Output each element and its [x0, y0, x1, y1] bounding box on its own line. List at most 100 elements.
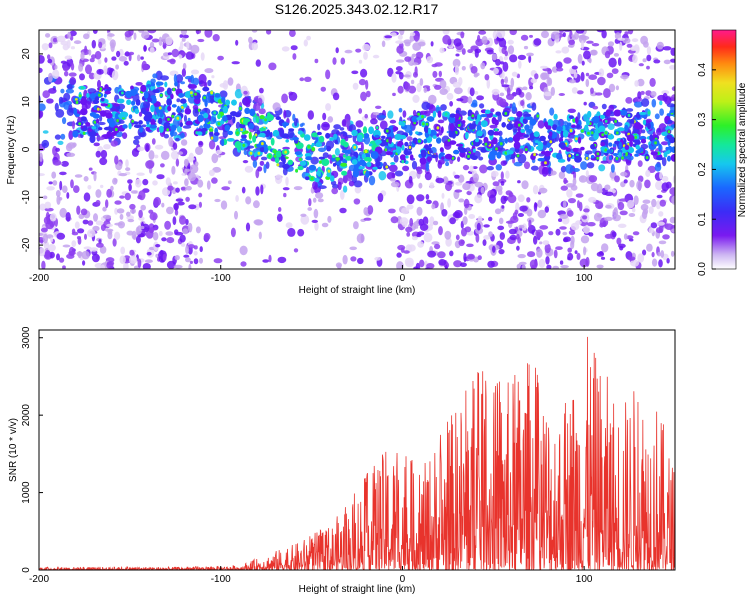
spectral-cell [470, 66, 478, 74]
spectral-cell [300, 213, 307, 217]
spectral-cell [109, 39, 116, 49]
spectral-cell [499, 92, 505, 97]
spectral-cell [278, 207, 282, 212]
spectral-cell-ridge [428, 150, 433, 154]
spectral-cell [577, 53, 583, 64]
spectral-cell [144, 259, 153, 264]
spectral-cell-ridge [103, 93, 107, 98]
spectral-cell [550, 86, 555, 96]
spectral-cell-ridge [455, 109, 460, 114]
spectral-cell [576, 252, 581, 260]
spectral-cell-ridge [274, 157, 280, 164]
spectral-cell [282, 187, 290, 191]
spectral-cell [62, 244, 71, 248]
spectral-cell [659, 108, 664, 116]
spectral-cell-ridge [308, 164, 317, 171]
spectral-cell [494, 208, 502, 215]
spectral-cell [575, 193, 584, 198]
spectral-cell-ridge [311, 142, 315, 147]
spectral-cell-ridge [80, 116, 87, 122]
spectral-cell [333, 124, 341, 130]
spectral-cell [479, 164, 488, 174]
spectral-cell [281, 93, 288, 104]
spectral-cell [505, 170, 510, 179]
spectral-cell-peak [385, 165, 389, 169]
spectral-cell [493, 67, 499, 75]
spectral-cell-peak [353, 145, 357, 149]
spectral-cell [342, 133, 346, 137]
spectral-cell [661, 182, 670, 192]
spectral-cell [320, 86, 326, 92]
spectral-cell-ridge [158, 117, 163, 125]
spectral-cell [306, 35, 311, 41]
spectral-cell [555, 50, 562, 54]
spectral-cell [506, 93, 515, 101]
spectral-cell [48, 72, 53, 83]
spectral-cell-ridge [281, 122, 290, 126]
spectral-cell [39, 67, 43, 73]
spectral-cell [129, 203, 136, 210]
spectral-cell-ridge [394, 133, 402, 141]
spectral-cell [166, 237, 175, 244]
spectral-cell [452, 171, 456, 177]
spectral-cell [257, 166, 263, 172]
spectral-cell [66, 152, 76, 157]
spectral-cell-ridge [171, 104, 177, 108]
spectral-cell [442, 34, 451, 45]
spectral-cell-ridge [535, 145, 544, 151]
spectral-cell-ridge [359, 159, 366, 166]
spectral-cell [464, 226, 472, 233]
spectral-cell-ridge [453, 149, 460, 155]
spectral-cell-ridge [146, 84, 152, 88]
spectral-cell [404, 257, 414, 266]
spectral-cell [123, 60, 129, 66]
spectral-cell [651, 258, 658, 267]
spectral-cell [133, 32, 137, 40]
spectral-cell [39, 152, 43, 162]
spectral-cell-ridge [464, 131, 469, 140]
spectral-cell [146, 251, 152, 256]
spectral-cell [60, 133, 66, 140]
spectral-cell-ridge [85, 122, 91, 127]
spectral-cell [92, 30, 98, 34]
spectral-cell-ridge [329, 175, 335, 182]
spectral-cell-ridge [259, 132, 266, 138]
spectral-cell [287, 129, 295, 139]
spectral-cell [395, 40, 404, 44]
spectral-cell [118, 56, 128, 62]
spectral-cell [240, 134, 247, 139]
spectral-cell [459, 95, 469, 104]
spectral-cell [124, 192, 131, 201]
spectral-cell [128, 183, 132, 192]
spectral-cell [160, 150, 170, 160]
spectral-cell [85, 64, 92, 75]
spectral-cell [644, 179, 651, 189]
spectral-cell [181, 68, 186, 77]
spectral-cell [455, 53, 460, 57]
spectral-cell [120, 246, 126, 255]
spectral-cell-ridge [539, 135, 546, 142]
spectral-cell [585, 170, 589, 177]
spectral-cell-peak [587, 131, 590, 135]
spectral-cell-peak [544, 161, 547, 165]
spectral-cell [406, 194, 415, 205]
spectral-cell-ridge [492, 131, 501, 136]
spectral-cell [95, 220, 104, 226]
spectral-cell-peak [257, 151, 261, 155]
spectral-cell [469, 87, 475, 97]
spectral-cell [174, 231, 184, 236]
spectral-cell-ridge [185, 120, 193, 126]
spectral-cell-ridge [166, 87, 172, 96]
spectral-cell-peak [167, 117, 170, 121]
spectral-cell [583, 208, 590, 213]
spectral-cell-peak [217, 122, 221, 126]
spectral-cell-ridge [118, 108, 124, 113]
spectral-cell [65, 88, 74, 94]
spectral-cell-ridge [449, 140, 457, 145]
spectral-cell [220, 200, 228, 210]
colorbar-tick-label: 0.3 [697, 112, 708, 126]
spectral-cell-peak [569, 129, 573, 133]
spectral-cell-ridge [259, 145, 265, 153]
spectral-cell [623, 233, 628, 240]
spectral-cell [601, 103, 607, 110]
